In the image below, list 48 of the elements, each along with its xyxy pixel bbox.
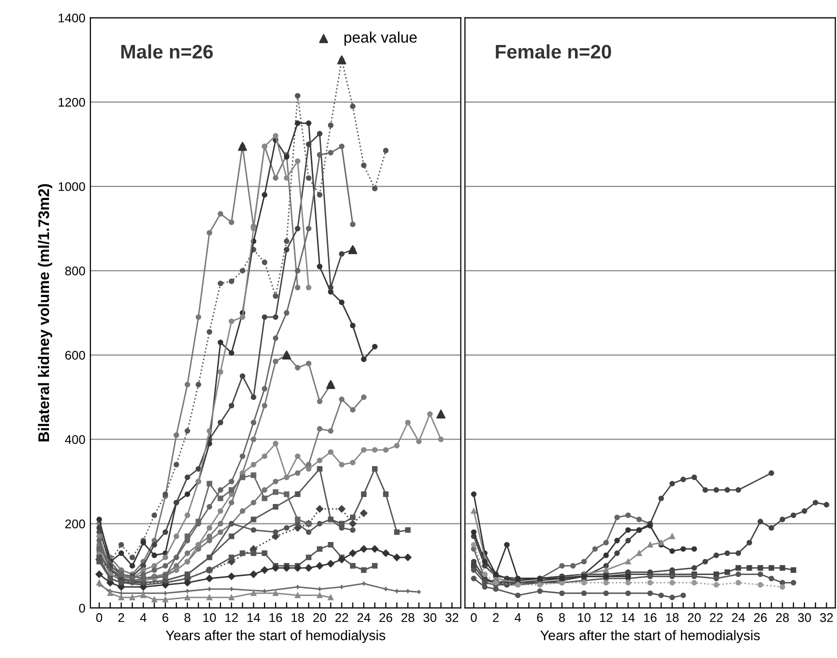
x-tick-label: 10 [203,613,216,622]
x-tick-label: 10 [578,613,590,622]
x-tick-label: 12 [600,613,612,622]
x-tick-label: 8 [559,613,565,622]
x-axis-title: Years after the start of hemodialysis [166,630,386,644]
x-tick-label: 16 [644,613,657,622]
x-tick-label: 26 [754,613,767,622]
y-tick-label: 200 [65,519,86,528]
legend-label: peak value [344,32,417,46]
x-tick-label: 16 [270,613,282,622]
x-tick-label: 32 [445,613,458,622]
y-tick-label: 800 [65,266,86,276]
x-tick-label: 6 [162,613,168,622]
x-tick-label: 24 [732,613,745,622]
y-tick-label: 1400 [58,14,86,22]
x-tick-label: 20 [313,613,326,622]
x-tick-label: 24 [357,613,370,622]
x-tick-label: 14 [622,613,635,622]
annotation: Male n=26 [121,44,213,59]
x-tick-label: 26 [379,613,392,622]
x-tick-label: 0 [470,613,477,622]
x-tick-label: 0 [96,613,102,622]
y-tick-label: 0 [79,604,86,613]
x-tick-label: 20 [688,613,701,622]
x-tick-label: 28 [402,613,414,622]
x-tick-label: 4 [514,613,521,622]
x-tick-label: 18 [292,613,304,622]
x-tick-label: 2 [492,613,499,622]
x-axis-title: Years after the start of hemodialysis [540,630,760,644]
annotation: Female n=20 [496,44,612,59]
x-tick-label: 32 [820,613,833,622]
y-tick-label: 400 [64,435,86,444]
y-tick-label: 1200 [58,98,86,107]
x-tick-label: 30 [798,613,811,622]
x-tick-label: 30 [423,613,436,622]
x-tick-label: 14 [248,613,260,622]
y-axis-title: Bilateral kidney volume (ml/1.73m2) [38,184,52,442]
x-tick-label: 6 [537,613,543,622]
x-tick-label: 18 [666,613,679,622]
x-tick-label: 8 [184,613,190,622]
y-tick-label: 600 [65,350,86,360]
x-tick-label: 12 [225,613,238,622]
x-tick-label: 28 [776,613,789,622]
x-tick-label: 22 [335,613,348,622]
y-tick-label: 1000 [58,182,86,192]
x-tick-label: 4 [140,613,146,622]
x-tick-label: 2 [118,613,124,622]
x-tick-label: 22 [710,613,723,622]
